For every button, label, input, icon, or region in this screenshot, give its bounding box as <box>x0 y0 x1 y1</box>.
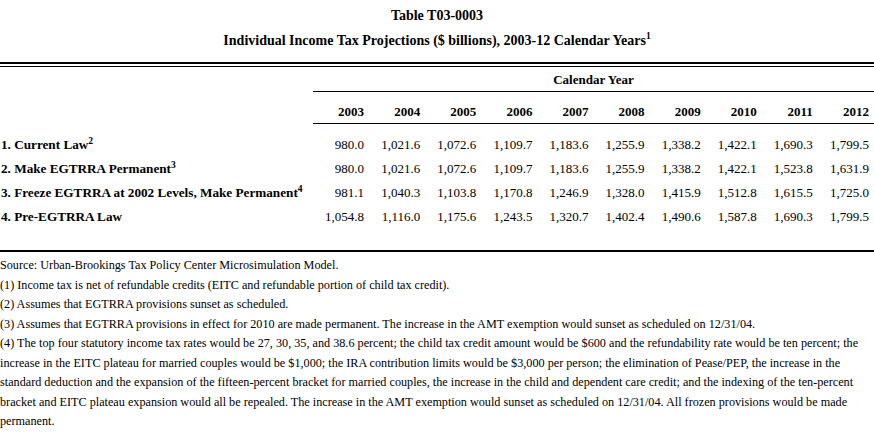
table-row: 2. Make EGTRRA Permanent3 980.0 1,021.6 … <box>0 157 874 181</box>
table-cell: 1,072.6 <box>425 157 481 181</box>
row-label-text: 1. Current Law <box>1 137 88 152</box>
table-cell: 1,799.5 <box>818 124 874 158</box>
table-cell: 1,422.1 <box>706 124 762 158</box>
table-cell: 980.0 <box>313 157 369 181</box>
table-cell: 1,320.7 <box>537 205 593 229</box>
table-cell: 1,512.8 <box>706 181 762 205</box>
table-cell: 1,615.5 <box>762 181 818 205</box>
table-cell: 1,040.3 <box>369 181 425 205</box>
table-cell: 1,021.6 <box>369 157 425 181</box>
table-cell: 1,116.0 <box>369 205 425 229</box>
table-cell: 1,490.6 <box>650 205 706 229</box>
table-cell: 1,170.8 <box>481 181 537 205</box>
projections-table: Calendar Year 2003 2004 2005 2006 2007 2… <box>0 67 874 229</box>
table-cell: 1,183.6 <box>537 124 593 158</box>
table-cell: 1,422.1 <box>706 157 762 181</box>
table-cell: 1,328.0 <box>593 181 649 205</box>
table-cell: 1,103.8 <box>425 181 481 205</box>
table-cell: 1,338.2 <box>650 157 706 181</box>
table-cell: 1,338.2 <box>650 124 706 158</box>
year-header: 2006 <box>481 92 537 124</box>
table-cell: 1,109.7 <box>481 157 537 181</box>
table-cell: 1,246.9 <box>537 181 593 205</box>
document-title: Table T03-0003 <box>0 0 874 24</box>
footnotes: Source: Urban-Brookings Tax Policy Cente… <box>0 256 874 432</box>
year-header: 2012 <box>818 92 874 124</box>
footnote-2: (2) Assumes that EGTRRA provisions sunse… <box>0 295 874 315</box>
calendar-year-header-row: Calendar Year <box>0 67 874 92</box>
table-cell: 1,799.5 <box>818 205 874 229</box>
document-subtitle-text: Individual Income Tax Projections ($ bil… <box>223 33 646 48</box>
empty-cell <box>0 92 313 124</box>
table-cell: 980.0 <box>313 124 369 158</box>
row-label: 2. Make EGTRRA Permanent3 <box>0 157 313 181</box>
year-header: 2005 <box>425 92 481 124</box>
year-header: 2010 <box>706 92 762 124</box>
year-header: 2007 <box>537 92 593 124</box>
table-cell: 1,415.9 <box>650 181 706 205</box>
year-header: 2011 <box>762 92 818 124</box>
document-page: Table T03-0003 Individual Income Tax Pro… <box>0 0 874 435</box>
table-cell: 1,690.3 <box>762 124 818 158</box>
row-label-text: 4. Pre-EGTRRA Law <box>1 209 122 224</box>
table-row: 3. Freeze EGTRRA at 2002 Levels, Make Pe… <box>0 181 874 205</box>
years-header-row: 2003 2004 2005 2006 2007 2008 2009 2010 … <box>0 92 874 124</box>
footnote-4: (4) The top four statutory income tax ra… <box>0 334 874 432</box>
table-cell: 1,690.3 <box>762 205 818 229</box>
table-cell: 1,631.9 <box>818 157 874 181</box>
row-label: 3. Freeze EGTRRA at 2002 Levels, Make Pe… <box>0 181 313 205</box>
table-cell: 1,072.6 <box>425 124 481 158</box>
year-header: 2009 <box>650 92 706 124</box>
table-row: 4. Pre-EGTRRA Law 1,054.8 1,116.0 1,175.… <box>0 205 874 229</box>
table-cell: 1,243.5 <box>481 205 537 229</box>
table-row: 1. Current Law2 980.0 1,021.6 1,072.6 1,… <box>0 124 874 158</box>
table-cell: 1,587.8 <box>706 205 762 229</box>
document-subtitle: Individual Income Tax Projections ($ bil… <box>0 32 874 50</box>
table-cell: 1,255.9 <box>593 157 649 181</box>
year-header: 2008 <box>593 92 649 124</box>
row-label: 1. Current Law2 <box>0 124 313 158</box>
year-header: 2004 <box>369 92 425 124</box>
row-label: 4. Pre-EGTRRA Law <box>0 205 313 229</box>
row-footnote-marker: 4 <box>298 184 303 194</box>
footnote-3: (3) Assumes that EGTRRA provisions in ef… <box>0 315 874 335</box>
empty-cell <box>0 67 313 92</box>
table-cell: 1,021.6 <box>369 124 425 158</box>
table-cell: 1,255.9 <box>593 124 649 158</box>
row-label-text: 2. Make EGTRRA Permanent <box>1 161 171 176</box>
table-cell: 1,402.4 <box>593 205 649 229</box>
row-label-text: 3. Freeze EGTRRA at 2002 Levels, Make Pe… <box>1 185 298 200</box>
year-header: 2003 <box>313 92 369 124</box>
footnote-1: (1) Income tax is net of refundable cred… <box>0 276 874 296</box>
table-cell: 981.1 <box>313 181 369 205</box>
table-cell: 1,523.8 <box>762 157 818 181</box>
table-bottom-rule <box>0 250 874 252</box>
row-footnote-marker: 2 <box>88 135 93 145</box>
table-cell: 1,054.8 <box>313 205 369 229</box>
row-footnote-marker: 3 <box>171 160 176 170</box>
table-cell: 1,109.7 <box>481 124 537 158</box>
table-cell: 1,183.6 <box>537 157 593 181</box>
table-cell: 1,175.6 <box>425 205 481 229</box>
calendar-year-header: Calendar Year <box>313 67 874 92</box>
subtitle-footnote-marker: 1 <box>646 31 651 41</box>
table-cell: 1,725.0 <box>818 181 874 205</box>
source-note: Source: Urban-Brookings Tax Policy Cente… <box>0 256 874 276</box>
